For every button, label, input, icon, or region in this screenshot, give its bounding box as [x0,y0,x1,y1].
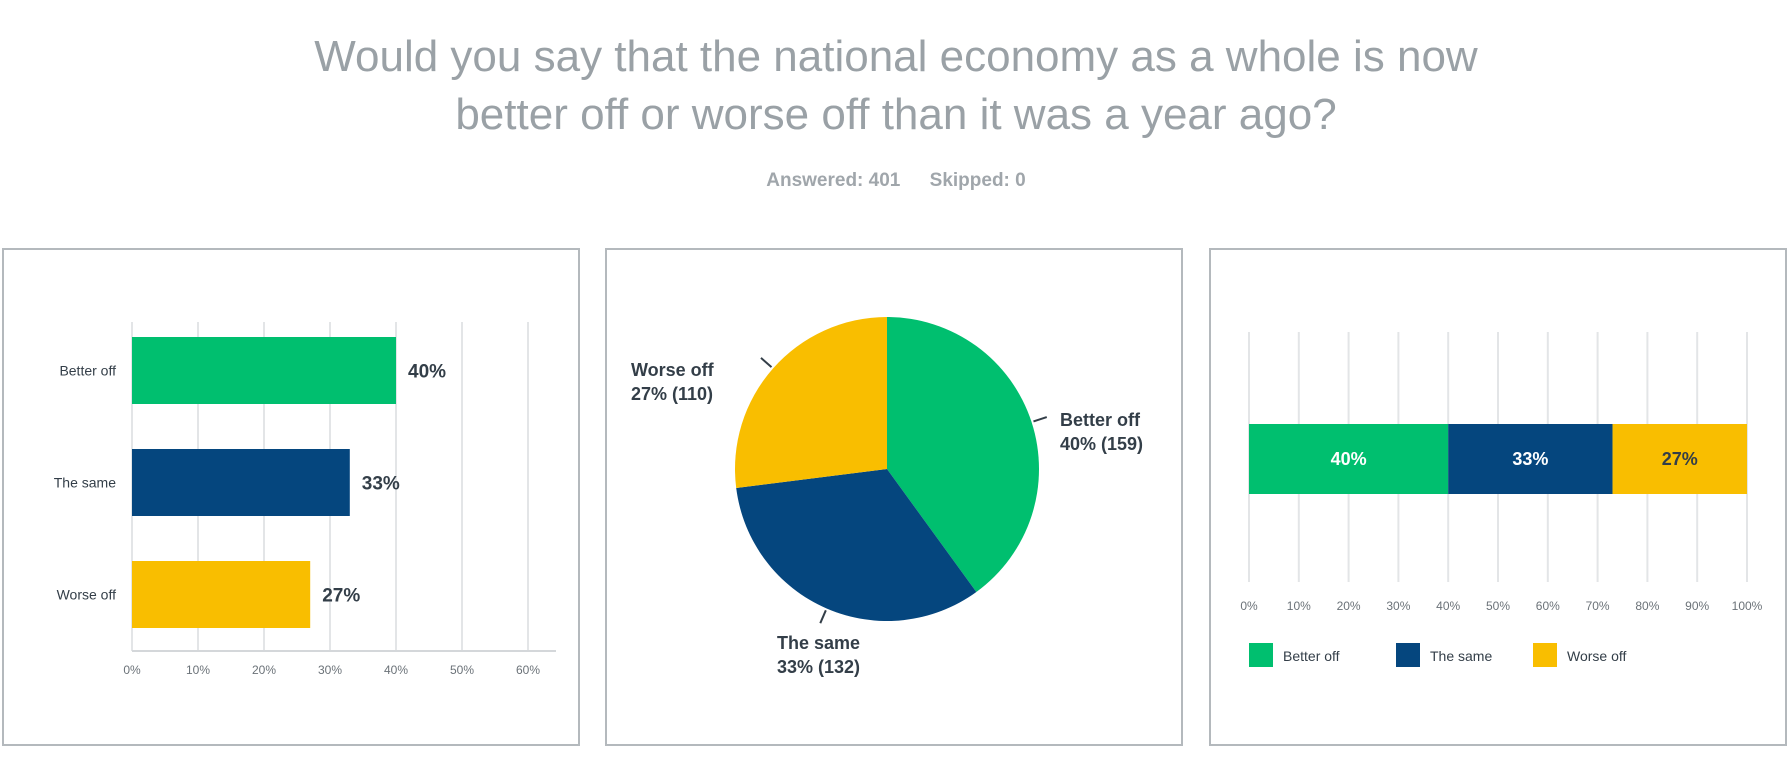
x-tick-label: 0% [1240,599,1258,613]
question-title-line-1: Would you say that the national economy … [314,32,1478,81]
x-tick-label: 60% [1536,599,1560,613]
data-label-better-off: 40% [408,362,446,383]
category-label-better-off: Better off [59,363,116,379]
slice-label-value-the-same: 33% (132) [777,657,860,677]
stacked-segment-the-same [1448,424,1613,494]
bar-worse-off [132,561,311,628]
slice-label-value-worse-off: 27% (110) [631,384,713,404]
slice-label-name-the-same: The same [777,633,860,653]
stacked-segment-worse-off [1612,424,1747,494]
x-tick-label: 100% [1732,599,1763,613]
legend-label-better-off: Better off [1283,648,1340,664]
segment-label-better-off: 40% [1331,449,1367,469]
stacked-segment-better-off [1249,424,1449,494]
bar-better-off [132,337,396,404]
bar-chart-panel: 0% 10% 20% 30% 40% 50% 60% Better off 40% The sam… [2,248,580,746]
x-tick-label: 60% [516,663,540,677]
x-tick-label: 40% [1436,599,1460,613]
stacked-bar-chart-panel: 0% 10% 20% 30% 40% 50% 60% 70% 80% 90% 100% 40% 33% 2… [1209,248,1787,746]
segment-label-the-same: 33% [1512,449,1548,469]
legend-label-the-same: The same [1430,648,1492,664]
x-tick-label: 50% [1486,599,1510,613]
x-tick-label: 10% [186,663,210,677]
x-tick-label: 20% [1337,599,1361,613]
pie-slice-better-off [887,317,1039,592]
category-label-worse-off: Worse off [57,587,117,603]
x-tick-label: 90% [1685,599,1709,613]
bar-chart: 0% 10% 20% 30% 40% 50% 60% Better off 40% The sam… [54,322,556,677]
pie-chart: Better off 40% (159) The same 33% (132) Wors… [631,317,1143,677]
leader-line-worse-off [760,357,773,368]
pie-slice-the-same [736,469,977,621]
x-tick-label: 80% [1635,599,1659,613]
x-tick-label: 0% [123,663,141,677]
pie-chart-panel: Better off 40% (159) The same 33% (132) Wors… [605,248,1183,746]
answered-count: Answered: 401 [766,170,901,191]
segment-label-worse-off: 27% [1662,449,1698,469]
bar-the-same [132,449,350,516]
stacked-bar-chart: 0% 10% 20% 30% 40% 50% 60% 70% 80% 90% 100% 40% 33% 2… [1240,332,1763,667]
x-tick-label: 40% [384,663,408,677]
legend-label-worse-off: Worse off [1567,648,1627,664]
pie-slice-worse-off [735,317,887,489]
slice-label-name-better-off: Better off [1060,410,1141,430]
x-tick-label: 10% [1287,599,1311,613]
leader-line-the-same [819,609,827,624]
response-summary: Answered: 401 Skipped: 0 [0,170,1792,192]
legend-swatch-worse-off [1533,643,1557,667]
skipped-count: Skipped: 0 [929,170,1026,191]
slice-label-name-worse-off: Worse off [631,360,715,380]
legend-swatch-better-off [1249,643,1273,667]
x-tick-label: 50% [450,663,474,677]
question-title: Would you say that the national economy … [0,28,1792,144]
question-title-line-2: better off or worse off than it was a ye… [455,90,1337,139]
data-label-the-same: 33% [362,474,400,495]
x-tick-label: 30% [318,663,342,677]
category-label-the-same: The same [54,475,116,491]
leader-line-better-off [1033,416,1048,423]
x-tick-label: 20% [252,663,276,677]
x-tick-label: 30% [1386,599,1410,613]
legend-swatch-the-same [1396,643,1420,667]
x-tick-label: 70% [1586,599,1610,613]
data-label-worse-off: 27% [322,586,360,607]
slice-label-value-better-off: 40% (159) [1060,434,1143,454]
